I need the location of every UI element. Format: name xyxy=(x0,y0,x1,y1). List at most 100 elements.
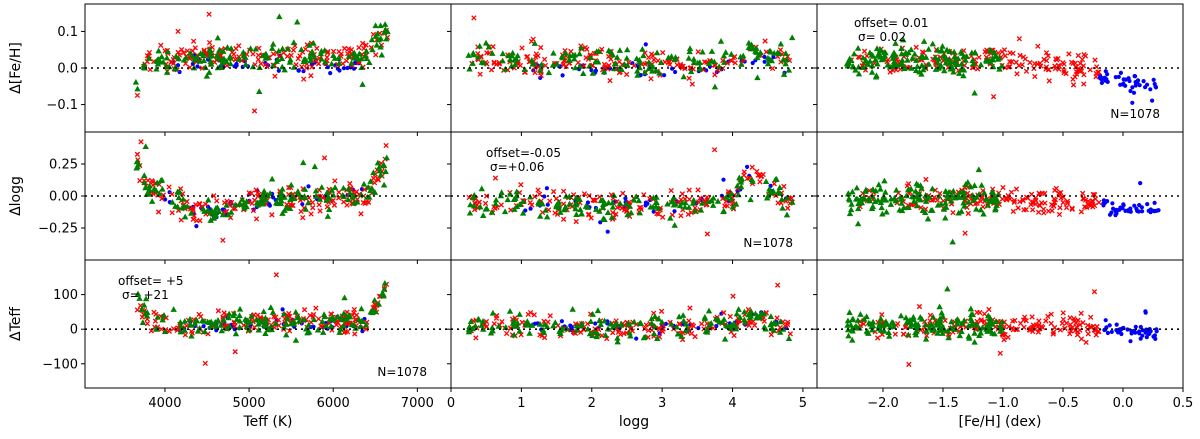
point-r0-c1-green-137 xyxy=(469,60,476,66)
point-r1-c1-red-151 xyxy=(476,199,482,205)
point-r0-c2-green-21 xyxy=(929,40,936,47)
xtick-label-c1-1: 1 xyxy=(517,396,525,411)
point-r0-c1-green-13 xyxy=(614,54,621,60)
point-r0-c2-green-15 xyxy=(899,56,906,63)
point-r2-c1-green-42 xyxy=(516,311,523,317)
point-r1-c1-red-116 xyxy=(686,187,692,193)
point-r1-c1-red-154 xyxy=(695,187,701,193)
point-r1-c2-green-48 xyxy=(887,195,895,202)
point-r2-c1-red-124 xyxy=(687,305,693,311)
point-r1-c1-green-93 xyxy=(738,183,745,190)
point-r1-c0-red-44 xyxy=(310,205,316,211)
point-r0-c0-green-45 xyxy=(202,64,209,70)
point-r1-c1-green-136 xyxy=(690,200,697,206)
point-r0-c2-green-75 xyxy=(866,58,874,64)
point-r1-c0-green-90 xyxy=(290,195,298,202)
point-r1-c1-green-51 xyxy=(498,189,505,196)
xtick-label-c0-0: 4000 xyxy=(148,396,181,411)
point-r2-c0-green-65 xyxy=(226,323,233,329)
point-r1-c1-red-75 xyxy=(613,211,619,217)
point-r2-c2-red-54 xyxy=(902,324,908,331)
point-r2-c1-green-75 xyxy=(701,315,709,322)
point-r0-c0-green-147 xyxy=(318,47,325,54)
point-r0-c1-green-139 xyxy=(465,52,472,58)
point-r2-c0-red-94 xyxy=(232,349,238,355)
point-r1-c1-green-46 xyxy=(667,214,674,221)
point-r2-c0-red-161 xyxy=(301,307,308,313)
point-r1-c0-red-157 xyxy=(284,201,290,208)
point-r0-c2-green-141 xyxy=(925,45,932,52)
point-r1-c1-red-141 xyxy=(655,211,662,217)
point-r1-c1-green-144 xyxy=(690,196,697,203)
point-r1-c2-green-144 xyxy=(929,207,936,213)
point-r0-c1-green-123 xyxy=(717,37,725,44)
point-r0-c1-blue-35 xyxy=(771,55,776,60)
point-r0-c0-red-107 xyxy=(359,40,366,47)
point-r0-c2-red-124 xyxy=(1023,68,1030,74)
point-r0-c0-green-53 xyxy=(310,39,317,46)
point-r1-c1-green-1 xyxy=(709,202,717,208)
point-r1-c0-green-139 xyxy=(323,189,331,196)
point-r2-c1-red-120 xyxy=(541,318,547,325)
point-r1-c0-red-137 xyxy=(228,199,235,206)
point-r2-c1-blue-34 xyxy=(559,319,565,324)
point-r0-c1-red-13 xyxy=(645,54,652,61)
point-r1-c1-red-89 xyxy=(711,147,718,153)
point-r2-c2-green-64 xyxy=(918,315,926,322)
point-r2-c2-red-159 xyxy=(1035,329,1042,335)
point-r0-c2-blue-31 xyxy=(1099,80,1104,85)
point-r2-c0-green-57 xyxy=(139,319,147,325)
point-r1-c2-blue-33 xyxy=(1148,210,1153,215)
point-r2-c2-red-165 xyxy=(1091,289,1098,295)
point-r1-c0-green-72 xyxy=(301,186,309,192)
point-r1-c1-green-97 xyxy=(714,198,722,204)
point-r0-c1-green-11 xyxy=(636,64,643,71)
point-r2-c1-green-64 xyxy=(587,318,595,324)
point-r0-c1-green-90 xyxy=(514,52,521,59)
point-r1-c1-green-132 xyxy=(488,208,496,215)
point-r2-c2-blue-24 xyxy=(1138,336,1143,341)
point-r1-c2-red-79 xyxy=(1078,209,1085,215)
point-r1-c2-red-125 xyxy=(1030,200,1037,206)
point-r0-c0-green-126 xyxy=(175,55,182,62)
point-r0-c1-red-76 xyxy=(477,71,483,77)
point-r0-c2-red-137 xyxy=(1079,56,1086,63)
point-r1-c0-green-134 xyxy=(228,208,235,215)
panel-frame-r2-c2 xyxy=(816,259,1184,389)
ytick-label-r2-0: −100 xyxy=(42,357,78,372)
point-r1-c1-green-5 xyxy=(592,206,600,212)
point-r1-c1-green-32 xyxy=(697,206,705,213)
point-r1-c0-red-62 xyxy=(197,218,203,224)
point-r2-c2-red-124 xyxy=(1022,314,1028,320)
point-r2-c0-green-123 xyxy=(343,316,350,323)
point-r0-c1-green-66 xyxy=(553,60,561,67)
point-r1-c1-green-138 xyxy=(789,198,796,205)
point-r2-c0-green-119 xyxy=(300,316,308,323)
point-r1-c0-red-138 xyxy=(344,202,350,208)
point-r1-c0-green-69 xyxy=(153,179,161,186)
point-r0-c2-green-92 xyxy=(916,68,923,75)
point-r1-c2-red-156 xyxy=(1089,199,1096,205)
point-r2-c0-green-141 xyxy=(170,306,177,312)
point-r1-c2-red-23 xyxy=(1029,207,1036,213)
point-r1-c0-green-79 xyxy=(172,203,179,209)
point-r1-c2-blue-1 xyxy=(1145,202,1150,207)
point-r1-c2-green-97 xyxy=(988,188,996,195)
point-r2-c0-red-148 xyxy=(158,326,165,332)
point-r0-c0-red-162 xyxy=(325,48,331,55)
point-r2-c1-green-66 xyxy=(733,310,741,317)
point-r0-c2-blue-15 xyxy=(1137,83,1142,88)
point-r0-c0-green-127 xyxy=(235,56,243,62)
point-r1-c0-green-35 xyxy=(266,190,274,196)
point-r0-c1-green-126 xyxy=(748,41,755,48)
point-r0-c0-red-103 xyxy=(250,51,256,57)
point-r1-c1-green-108 xyxy=(655,205,662,211)
point-r0-c2-blue-43 xyxy=(1118,82,1123,87)
ytick-label-r0-0: −0.1 xyxy=(46,98,78,113)
point-r0-c1-green-138 xyxy=(470,49,477,56)
point-r0-c2-green-31 xyxy=(951,53,958,60)
point-r1-c2-green-32 xyxy=(848,200,855,207)
point-r1-c2-red-127 xyxy=(1021,207,1027,213)
point-r1-c0-green-122 xyxy=(175,189,183,195)
point-r0-c2-green-110 xyxy=(874,52,881,58)
